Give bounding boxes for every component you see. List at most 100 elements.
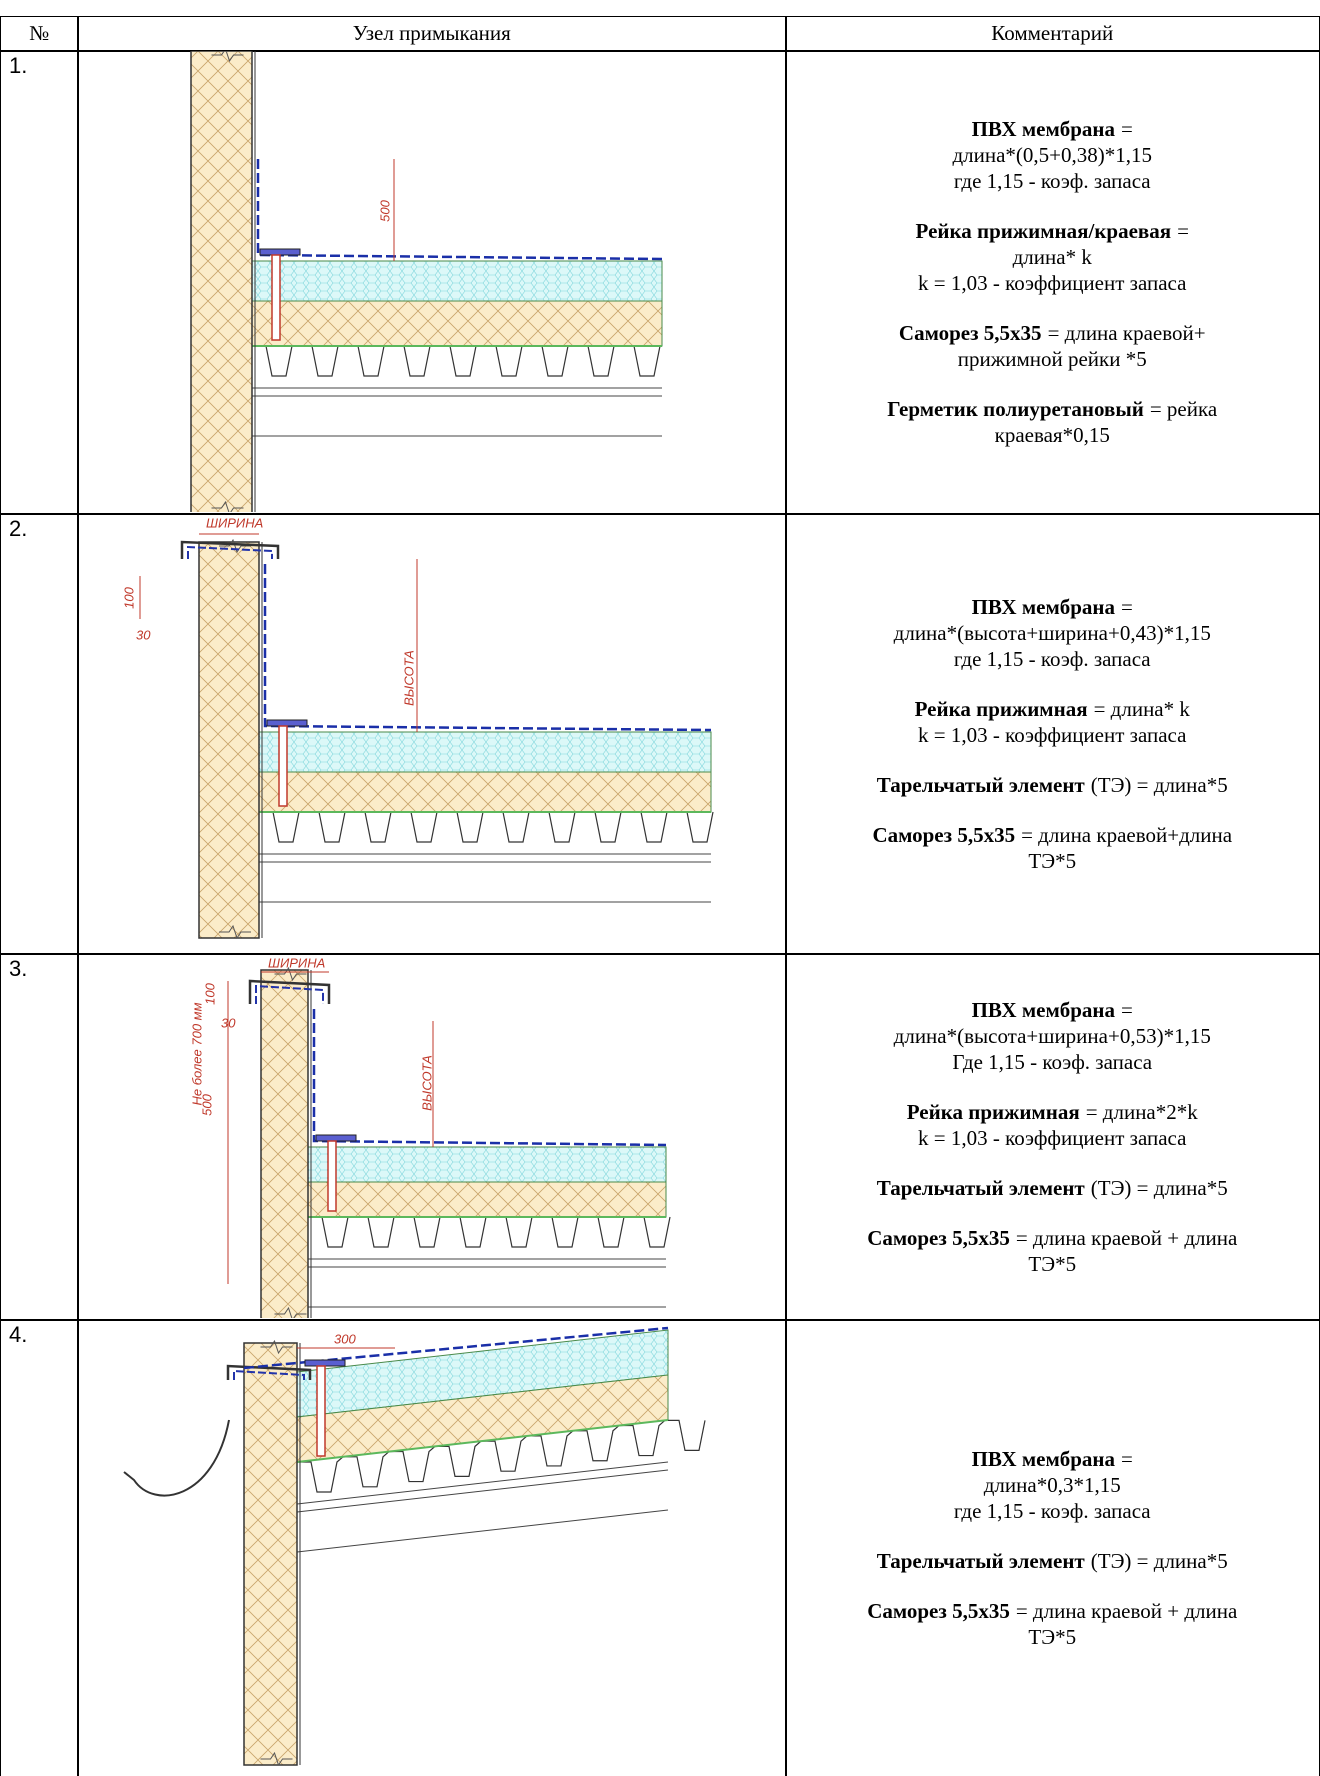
insulation-wool [259, 772, 711, 812]
comment-paragraph: Рейка прижимная= длина*2*kk = 1,03 - коэ… [907, 1099, 1198, 1151]
formula-line: где 1,15 - коэф. запаса [894, 646, 1211, 672]
node-drawing: ШИРИНА10030Не более 700 мм500ВЫСОТА [78, 954, 784, 1318]
formula-line: длина*(0,5+0,38)*1,15 [952, 142, 1152, 168]
formula-line: k = 1,03 - коэффициент запаса [915, 722, 1190, 748]
formula-line: длина*0,3*1,15 [954, 1472, 1151, 1498]
formula: = [1121, 117, 1133, 141]
insulation-xps [259, 732, 711, 772]
drawing-cell: 500 [77, 50, 787, 515]
material-name: Рейка прижимная [915, 697, 1088, 721]
material-name: ПВХ мембрана [972, 595, 1115, 619]
formula-line: k = 1,03 - коэффициент запаса [916, 270, 1189, 296]
gutter [124, 1420, 229, 1496]
row-number: 3. [9, 956, 27, 981]
formula: (ТЭ) = длина*5 [1091, 1176, 1228, 1200]
membrane [265, 564, 711, 730]
clamping-bar [316, 1135, 356, 1141]
material-name: Тарельчатый элемент [877, 1176, 1085, 1200]
formula: = [1177, 219, 1189, 243]
material-name: Саморез 5,5х35 [867, 1599, 1010, 1623]
dimension-label: Не более 700 мм [189, 1002, 204, 1105]
line: ПВХ мембрана= [894, 594, 1211, 620]
line: Рейка прижимная= длина* k [915, 696, 1190, 722]
comment-cell: ПВХ мембрана=длина*(высота+ширина+0,53)*… [785, 953, 1320, 1321]
formula: = длина краевой+ [1048, 321, 1206, 345]
formula-line: длина* k [916, 244, 1189, 270]
dimension-label: ВЫСОТА [401, 650, 416, 706]
formula-line: краевая*0,15 [887, 422, 1217, 448]
clamping-bar [260, 249, 300, 255]
material-name: Герметик полиуретановый [887, 397, 1144, 421]
comment-cell: ПВХ мембрана=длина*0,3*1,15где 1,15 - ко… [785, 1319, 1320, 1776]
comment-paragraph: Тарельчатый элемент(ТЭ) = длина*5 [877, 1548, 1228, 1574]
membrane [258, 159, 662, 259]
line: Саморез 5,5х35= длина краевой+длина [872, 822, 1232, 848]
formula: = рейка [1150, 397, 1217, 421]
row-number: 1. [9, 53, 27, 78]
formula: = длина краевой+длина [1021, 823, 1232, 847]
material-name: ПВХ мембрана [972, 998, 1115, 1022]
line: Саморез 5,5х35= длина краевой + длина [867, 1598, 1237, 1624]
row-number-cell: 1. [0, 50, 79, 515]
comment-paragraph: Рейка прижимная/краевая=длина* kk = 1,03… [916, 218, 1189, 296]
dimension-label: ВЫСОТА [419, 1055, 434, 1111]
page: №Узел примыканияКомментарий1.500ПВХ мемб… [0, 0, 1320, 1776]
insulation-wool [252, 301, 662, 346]
material-name: ПВХ мембрана [972, 1447, 1115, 1471]
dimension-label: 100 [121, 586, 136, 608]
formula: = длина*2*k [1086, 1100, 1198, 1124]
formula: (ТЭ) = длина*5 [1091, 1549, 1228, 1573]
comment-paragraph: ПВХ мембрана=длина*(высота+ширина+0,43)*… [894, 594, 1211, 672]
fastener [279, 726, 287, 806]
material-name: Рейка прижимная/краевая [916, 219, 1172, 243]
membrane [314, 1009, 666, 1145]
insulation-xps [308, 1147, 666, 1182]
comment-paragraph: ПВХ мембрана=длина*(высота+ширина+0,53)*… [894, 997, 1211, 1075]
formula-line: k = 1,03 - коэффициент запаса [907, 1125, 1198, 1151]
row-number-cell: 2. [0, 513, 79, 955]
fastener [317, 1366, 325, 1456]
header-text: Узел примыкания [353, 21, 511, 46]
comment-cell: ПВХ мембрана=длина*(0,5+0,38)*1,15где 1,… [785, 50, 1320, 515]
dimension-label: 30 [136, 627, 151, 642]
dimension-label: ШИРИНА [268, 955, 325, 970]
fastener [328, 1141, 336, 1211]
formula-line: прижимной рейки *5 [899, 346, 1206, 372]
header-cell: Узел примыкания [77, 16, 787, 52]
material-name: Саморез 5,5х35 [872, 823, 1015, 847]
line: Тарельчатый элемент(ТЭ) = длина*5 [877, 772, 1228, 798]
steel-line [297, 1462, 668, 1504]
material-name: Саморез 5,5х35 [867, 1226, 1010, 1250]
wall-panel [244, 1343, 297, 1765]
clamping-bar [305, 1360, 345, 1366]
material-name: Саморез 5,5х35 [899, 321, 1042, 345]
comment-cell: ПВХ мембрана=длина*(высота+ширина+0,43)*… [785, 513, 1320, 955]
formula-line: ТЭ*5 [867, 1624, 1237, 1650]
wall-panel [191, 51, 252, 512]
material-name: Тарельчатый элемент [877, 1549, 1085, 1573]
formula: = длина краевой + длина [1016, 1226, 1237, 1250]
drawing-cell: 300 [77, 1319, 787, 1776]
wall-panel [199, 542, 259, 938]
formula: = [1121, 998, 1133, 1022]
dimension-label: 500 [377, 199, 392, 221]
formula-line: ТЭ*5 [872, 848, 1232, 874]
formula-line: где 1,15 - коэф. запаса [954, 1498, 1151, 1524]
wall-panel [261, 970, 308, 1318]
comment-paragraph: Тарельчатый элемент(ТЭ) = длина*5 [877, 1175, 1228, 1201]
insulation-wool [308, 1182, 666, 1217]
material-name: Тарельчатый элемент [877, 773, 1085, 797]
header-text: Комментарий [991, 21, 1113, 46]
insulation-xps [252, 261, 662, 301]
header-cell: Комментарий [785, 16, 1320, 52]
line: Рейка прижимная/краевая= [916, 218, 1189, 244]
line: ПВХ мембрана= [894, 997, 1211, 1023]
formula: = [1121, 595, 1133, 619]
dimension-label: 500 [199, 1093, 214, 1115]
formula-line: ТЭ*5 [867, 1251, 1237, 1277]
